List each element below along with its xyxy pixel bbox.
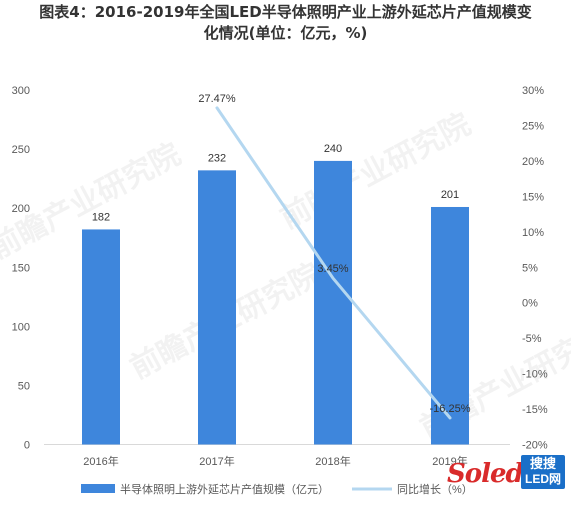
legend-bar-label: 半导体照明上游外延芯片产值规模（亿元） [120, 482, 329, 496]
x-tick-label: 2019年 [432, 454, 467, 468]
badge-line2: LED网 [524, 472, 561, 486]
y-left-tick-label: 0 [24, 440, 30, 452]
x-axis: 2016年 2017年 2018年 2019年 [83, 454, 467, 468]
growth-line-series [215, 106, 452, 420]
bar [314, 160, 352, 445]
y-right-tick-label: 15% [522, 191, 544, 203]
growth-line [215, 106, 452, 420]
y-left-tick-label: 100 [12, 321, 30, 333]
soled-logo-text: Soled [447, 459, 524, 489]
y-left-tick-label: 300 [12, 85, 30, 97]
bar-value-label: 240 [324, 143, 342, 155]
data-labels: 182 232 240 201 27.47% 3.45% -16.25% [92, 93, 471, 415]
bar-value-label: 232 [208, 152, 226, 164]
soled-watermark: Soled 搜搜 LED网 [447, 453, 565, 495]
bar [198, 170, 236, 445]
chart-title-line1: 图表4：2016-2019年全国LED半导体照明产业上游外延芯片产值规模变 [39, 3, 532, 21]
bar-value-label: 182 [92, 211, 110, 223]
y-right-tick-label: 10% [522, 227, 544, 239]
x-tick-label: 2018年 [315, 454, 350, 468]
x-tick-label: 2017年 [199, 454, 234, 468]
y-left-tick-label: 200 [12, 203, 30, 215]
legend: 半导体照明上游外延芯片产值规模（亿元） 同比增长（%） [81, 482, 473, 496]
growth-value-label: 3.45% [317, 263, 348, 275]
y-left-tick-label: 150 [12, 262, 30, 274]
legend-bar-swatch [81, 484, 115, 493]
bar-value-label: 201 [441, 189, 459, 201]
souso-led-badge: 搜搜 LED网 [521, 455, 565, 489]
x-tick-label: 2016年 [83, 454, 118, 468]
y-right-tick-label: -5% [522, 333, 542, 345]
legend-line-label: 同比增长（%） [397, 482, 473, 496]
y-right-tick-label: 30% [522, 85, 544, 97]
growth-value-label: -16.25% [430, 403, 471, 415]
y-left-tick-label: 50 [18, 380, 30, 392]
chart-title: 图表4：2016-2019年全国LED半导体照明产业上游外延芯片产值规模变 化情… [0, 2, 571, 44]
y-right-tick-label: 0% [522, 298, 538, 310]
badge-line1: 搜搜 [529, 456, 556, 471]
chart-title-line2: 化情况(单位：亿元，%) [203, 24, 368, 42]
y-right-tick-label: -20% [522, 440, 548, 452]
y-axis-left: 0 50 100 150 200 250 300 [12, 85, 30, 452]
y-right-tick-label: -10% [522, 369, 548, 381]
y-right-tick-label: -15% [522, 404, 548, 416]
bar [82, 229, 120, 445]
y-right-tick-label: 5% [522, 262, 538, 274]
y-right-tick-label: 25% [522, 120, 544, 132]
growth-value-label: 27.47% [198, 93, 236, 105]
y-left-tick-label: 250 [12, 144, 30, 156]
y-right-tick-label: 20% [522, 156, 544, 168]
y-axis-right: -20% -15% -10% -5% 0% 5% 10% 15% 20% 25% 30% [522, 85, 548, 452]
